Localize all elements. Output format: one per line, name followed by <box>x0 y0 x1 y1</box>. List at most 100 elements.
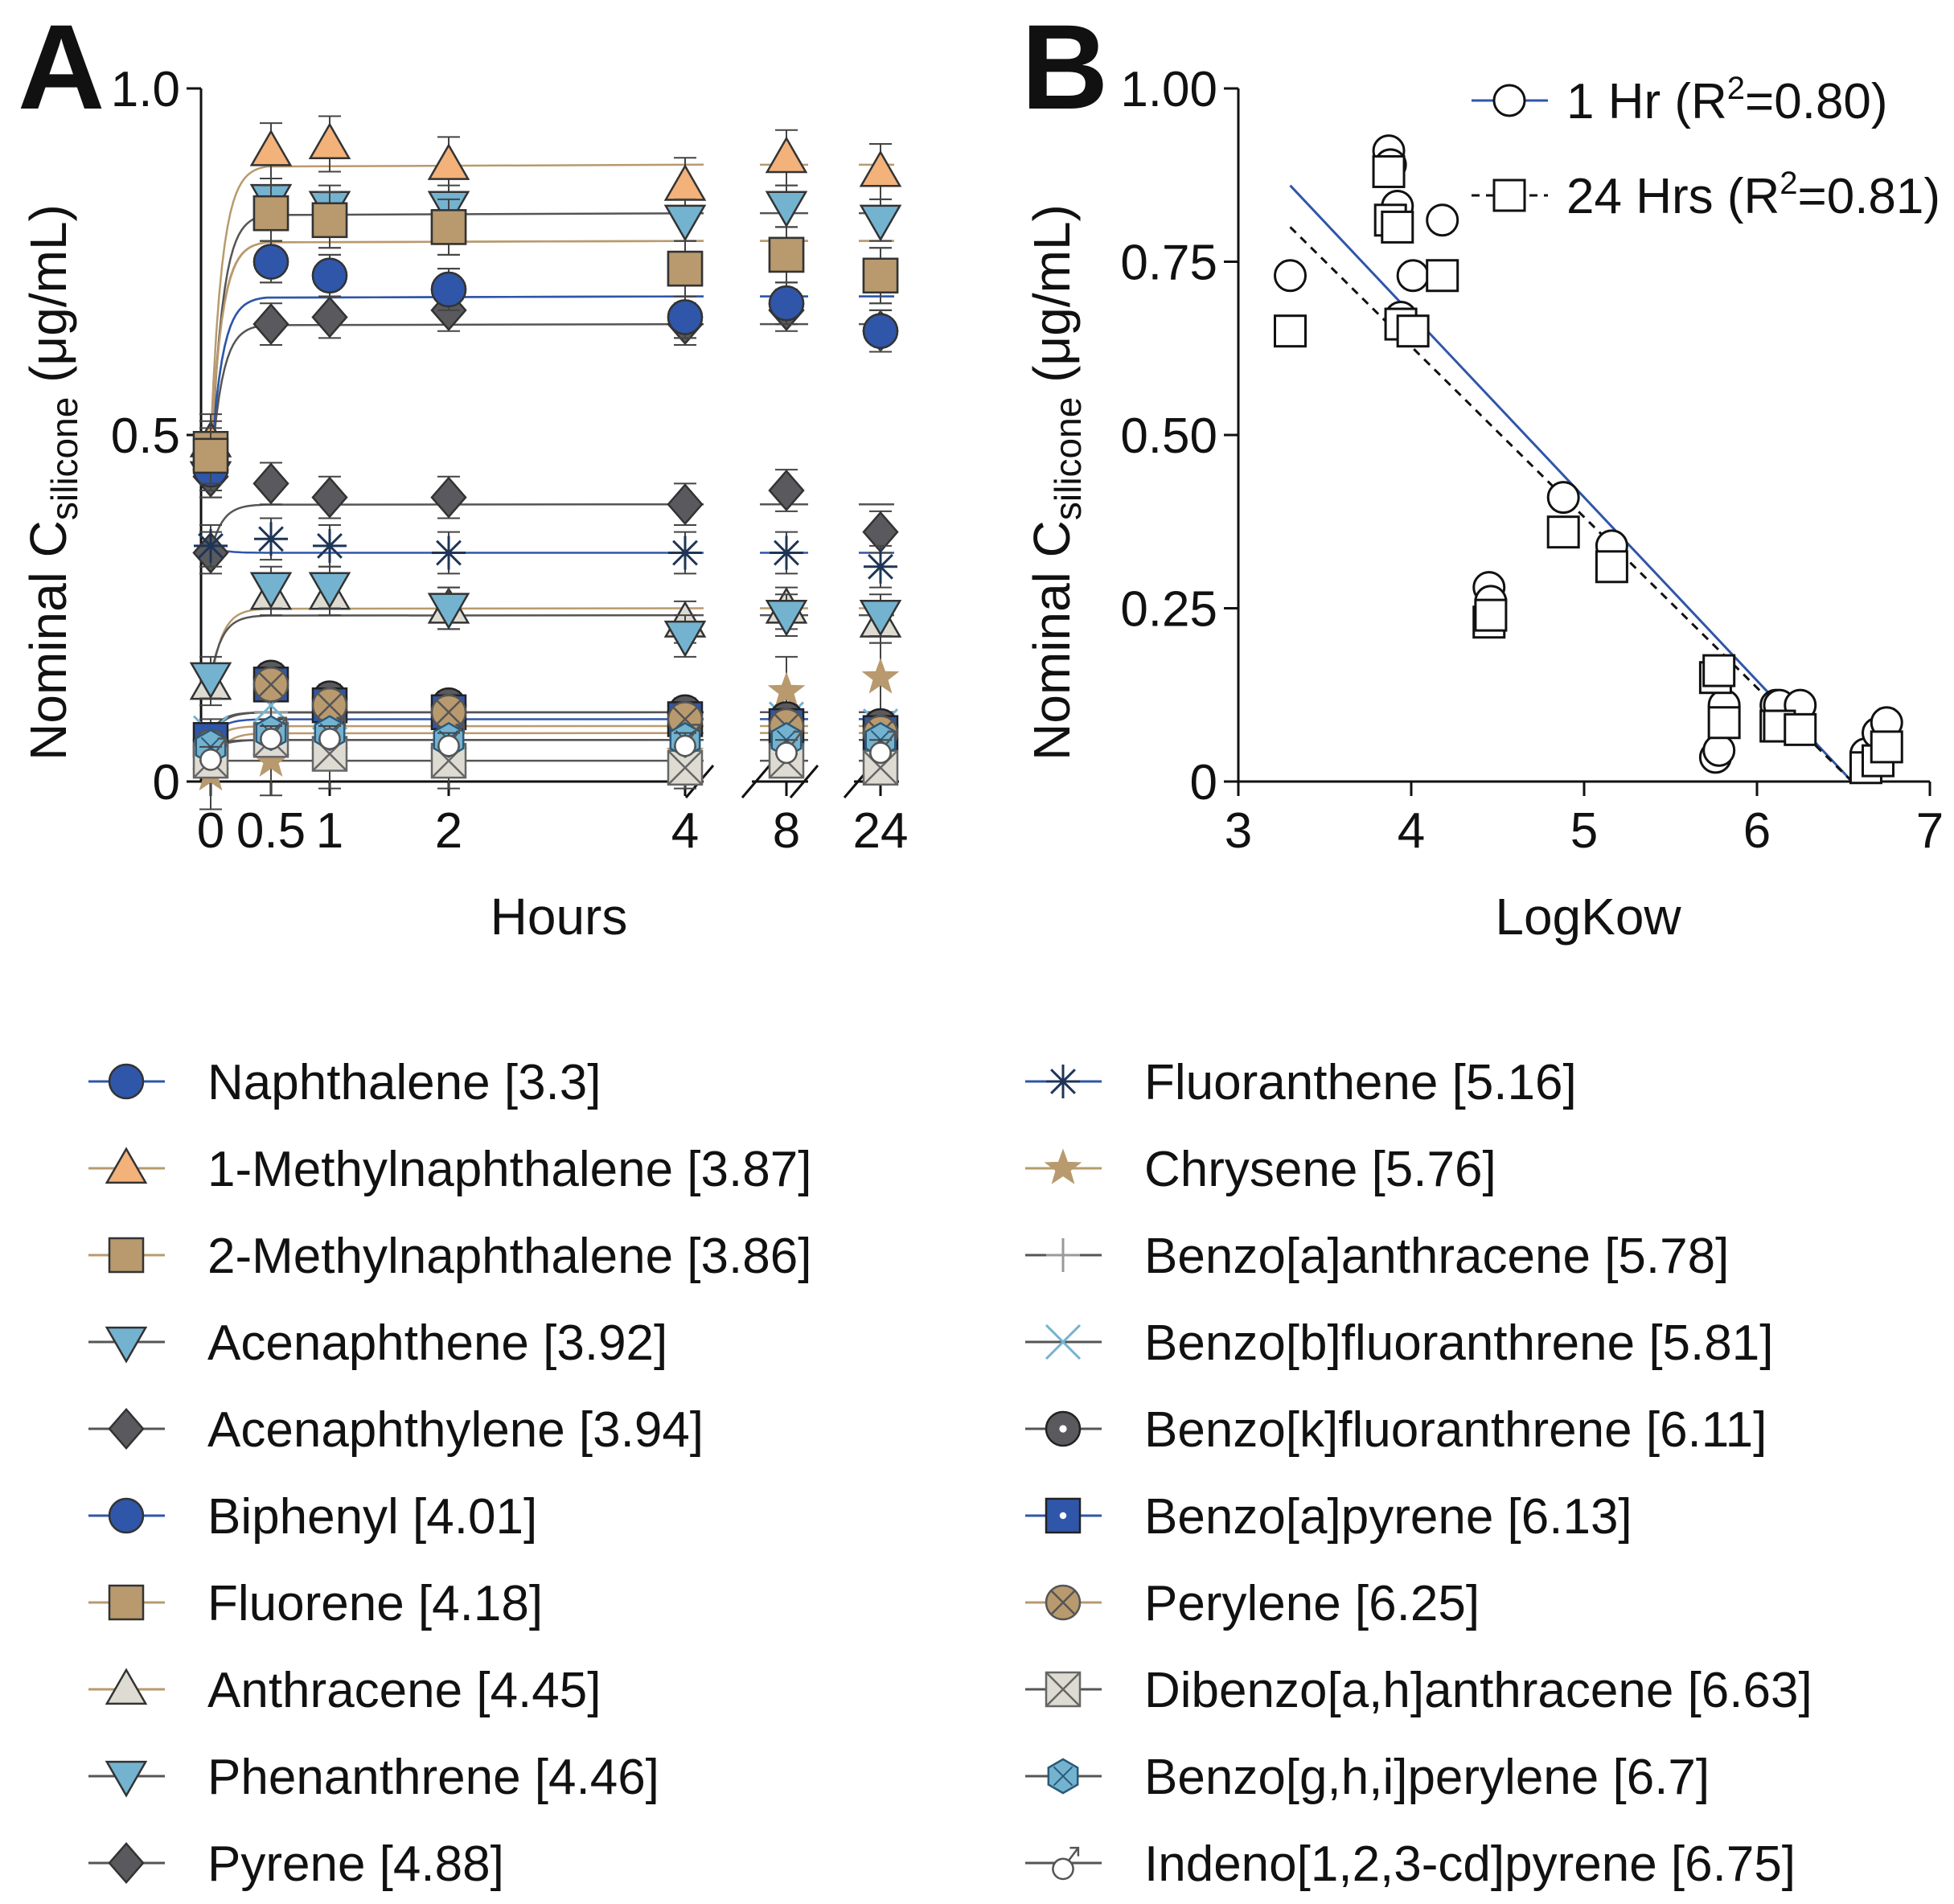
fit-line-acenaphthylene <box>209 322 704 477</box>
legend-marker <box>108 1407 145 1451</box>
panel-a-ylabel-sub: silicone <box>43 397 85 520</box>
point-fluoranthene <box>432 536 466 570</box>
point-24-hrs <box>1396 314 1430 348</box>
fit-line-biphenyl <box>209 295 704 470</box>
panel-b-x-axis-label: LogKow <box>1495 888 1681 946</box>
legend-item-acenaphthylene: Acenaphthylene [3.94] <box>88 1402 704 1458</box>
point-pyrene <box>252 462 289 505</box>
point-biphenyl <box>768 285 805 322</box>
panel-a-x-tick-label: 8 <box>773 803 800 859</box>
legend-label: Benzo[a]anthracene [5.78] <box>1144 1229 1729 1284</box>
point-1-hr <box>1274 259 1307 293</box>
point-1-methylnaphthalene <box>308 122 351 160</box>
point-fluoranthene <box>313 528 347 563</box>
panel-b-ylabel-sub: silicone <box>1047 397 1089 520</box>
svg-text:Nominal Csilicone (μg/mL): Nominal Csilicone (μg/mL) <box>19 204 85 761</box>
legend-item-naphthalene: Naphthalene [3.3] <box>88 1055 601 1110</box>
legend-label: 1-Methylnaphthalene [3.87] <box>207 1142 811 1197</box>
panel-a-x-tick-label: 4 <box>671 803 699 859</box>
legend-marker <box>108 1841 145 1885</box>
panel-a-letter: A <box>18 0 105 134</box>
legend-label: Benzo[g,h,i]perylene [6.7] <box>1144 1750 1710 1805</box>
point-fluoranthene <box>254 522 288 556</box>
legend-marker <box>105 1326 148 1364</box>
panel-b-y-tick-label: 0 <box>1190 755 1217 810</box>
legend-marker <box>108 1497 145 1534</box>
legend-item-benzo-k-fluoranthrene: Benzo[k]fluoranthrene [6.11] <box>1025 1402 1767 1458</box>
point-chrysene <box>767 671 806 708</box>
legend-item-dibenzo-a-h-anthracene: Dibenzo[a,h]anthracene [6.63] <box>1025 1663 1812 1718</box>
legend-label: Benzo[a]pyrene [6.13] <box>1144 1489 1632 1545</box>
point-indeno-1-2-3-cd-pyrene <box>199 737 228 771</box>
panel-b-ylabel-unit: (μg/mL) <box>1023 204 1081 397</box>
legend-item-1-methylnaphthalene: 1-Methylnaphthalene [3.87] <box>88 1142 811 1197</box>
panel-a-y-tick-label: 0.5 <box>111 408 180 464</box>
panel-b-legend: 1 Hr (R2=0.80) 24 Hrs (R2=0.81) <box>1472 71 1940 224</box>
point-biphenyl <box>862 313 899 349</box>
point-fluorene <box>768 236 805 273</box>
point-1-hr <box>1702 733 1736 767</box>
point-biphenyl <box>430 271 467 308</box>
point-24-hrs <box>1702 654 1736 687</box>
point-phenanthrene <box>427 593 470 630</box>
panel-b-y-tick-label: 0.25 <box>1120 582 1217 638</box>
point-fluorene <box>311 202 348 239</box>
panel-a-x-tick-label: 24 <box>853 803 909 859</box>
legend-label: Fluorene [4.18] <box>207 1576 543 1631</box>
point-24-hrs <box>1870 730 1903 764</box>
point-biphenyl <box>252 244 289 280</box>
panel-b-x-tick-label: 6 <box>1743 803 1771 859</box>
point-acenaphthene <box>859 204 902 242</box>
legend-item-chrysene: Chrysene [5.76] <box>1025 1142 1496 1197</box>
point-acenaphthene <box>663 204 707 242</box>
legend-item-fluoranthene: Fluoranthene [5.16] <box>1025 1055 1577 1110</box>
legend-item-perylene: Perylene [6.25] <box>1025 1576 1480 1631</box>
point-biphenyl <box>667 299 704 335</box>
point-indeno-1-2-3-cd-pyrene <box>260 716 288 750</box>
panel-b-ylabel-main: Nominal C <box>1023 520 1081 761</box>
point-24-hrs <box>1707 706 1741 740</box>
panel-b-y-axis-label: Nominal Csilicone (μg/mL) <box>1023 204 1089 761</box>
point-fluorene <box>430 209 467 245</box>
legend-marker <box>1045 1584 1082 1621</box>
legend-marker <box>1047 1758 1079 1795</box>
legend-label: Benzo[b]fluoranthrene [5.81] <box>1144 1315 1773 1371</box>
panel-b-y-tick-label: 1.00 <box>1120 62 1217 117</box>
legend-marker <box>1045 1497 1082 1534</box>
point-phenanthrene <box>663 620 707 658</box>
point-indeno-1-2-3-cd-pyrene <box>318 716 347 750</box>
legend-marker <box>1045 1323 1082 1360</box>
legend-label: Acenaphthylene [3.94] <box>207 1402 704 1458</box>
legend-label: Benzo[k]fluoranthrene [6.11] <box>1144 1402 1767 1458</box>
compound-legend: Naphthalene [3.3] 1-Methylnaphthalene [3.… <box>88 1055 1812 1892</box>
panel-b-y-tick-label: 0.75 <box>1120 236 1217 291</box>
point-fluorene <box>252 195 289 232</box>
point-acenaphthylene <box>311 296 348 339</box>
point-fluoranthene <box>864 549 897 584</box>
point-fluorene <box>192 437 229 474</box>
point-24-hrs <box>1784 712 1817 746</box>
panel-a-points <box>189 115 902 810</box>
point-indeno-1-2-3-cd-pyrene <box>674 724 702 757</box>
legend-marker <box>105 1147 148 1184</box>
svg-text:Nominal Csilicone (μg/mL): Nominal Csilicone (μg/mL) <box>1023 204 1089 761</box>
point-1-methylnaphthalene <box>427 143 470 180</box>
legend-item-pyrene: Pyrene [4.88] <box>88 1836 504 1892</box>
point-acenaphthene <box>765 191 808 228</box>
legend-item-benzo-a-anthracene: Benzo[a]anthracene [5.78] <box>1025 1229 1729 1284</box>
point-pyrene <box>311 476 348 519</box>
point-biphenyl <box>311 257 348 293</box>
point-24-hrs <box>1426 259 1459 293</box>
point-pyrene <box>667 483 704 526</box>
legend-marker <box>108 1063 145 1100</box>
panel-b-legend-entry: 24 Hrs (R2=0.81) <box>1472 166 1940 224</box>
legend-marker <box>1052 1846 1080 1881</box>
legend-marker <box>1045 1671 1082 1708</box>
point-indeno-1-2-3-cd-pyrene <box>437 724 466 757</box>
legend-label: Indeno[1,2,3-cd]pyrene [6.75] <box>1144 1836 1796 1892</box>
legend-marker <box>1045 1410 1082 1447</box>
point-1-methylnaphthalene <box>765 136 808 174</box>
fit-line-fluorene <box>209 240 704 456</box>
legend-label: Fluoranthene [5.16] <box>1144 1055 1577 1110</box>
